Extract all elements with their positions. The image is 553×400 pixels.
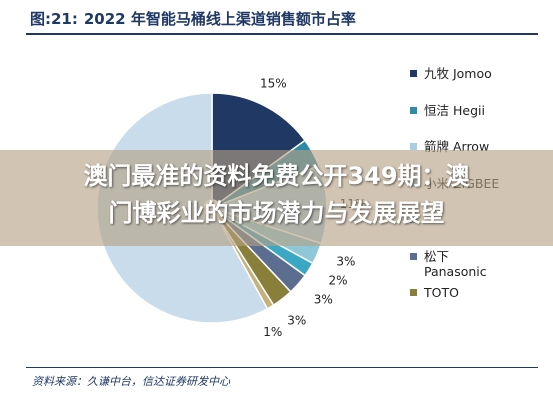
- legend-sublabel: Panasonic: [424, 263, 487, 279]
- title-divider: [26, 33, 538, 35]
- legend-swatch: [410, 70, 417, 77]
- slice-label: 3%: [336, 255, 355, 269]
- legend-item: 松下 Panasonic: [410, 249, 550, 286]
- slice-label: 2%: [328, 273, 347, 287]
- legend-item: TOTO: [410, 285, 550, 322]
- legend-swatch: [410, 252, 417, 260]
- legend-swatch: [410, 143, 417, 150]
- figure-label: 图:21:: [30, 10, 78, 28]
- slice-label: 3%: [314, 292, 333, 306]
- legend-swatch: [410, 289, 417, 296]
- figure-title: 图:21: 2022 年智能马桶线上渠道销售额市占率: [30, 8, 530, 29]
- overlay-line-2: 门博彩业的市场潜力与发展展望: [108, 199, 445, 227]
- legend-swatch: [410, 106, 417, 114]
- overlay-headline[interactable]: 澳门最准的资料免费公开349期：澳 门博彩业的市场潜力与发展展望: [0, 158, 553, 232]
- overlay-banner: [0, 150, 553, 246]
- legend-item: 恒洁 Hegii: [410, 103, 550, 140]
- overlay-line-1: 澳门最准的资料免费公开349期：澳: [83, 162, 470, 190]
- slice-label: 3%: [287, 314, 306, 328]
- slice-label: 1%: [263, 325, 282, 339]
- slice-label: 15%: [260, 77, 287, 91]
- legend-item: 九牧 Jomoo: [410, 66, 550, 103]
- legend-label: TOTO: [424, 285, 459, 300]
- legend-label: 恒洁 Hegii: [424, 102, 485, 118]
- source-divider: [26, 367, 538, 368]
- figure-title-text: 2022 年智能马桶线上渠道销售额市占率: [83, 10, 356, 28]
- legend-label: 九牧 Jomoo: [424, 66, 492, 81]
- source-note: 资料来源：久谦中台，信达证券研发中心: [32, 375, 230, 388]
- legend-label: 松下: [424, 248, 450, 264]
